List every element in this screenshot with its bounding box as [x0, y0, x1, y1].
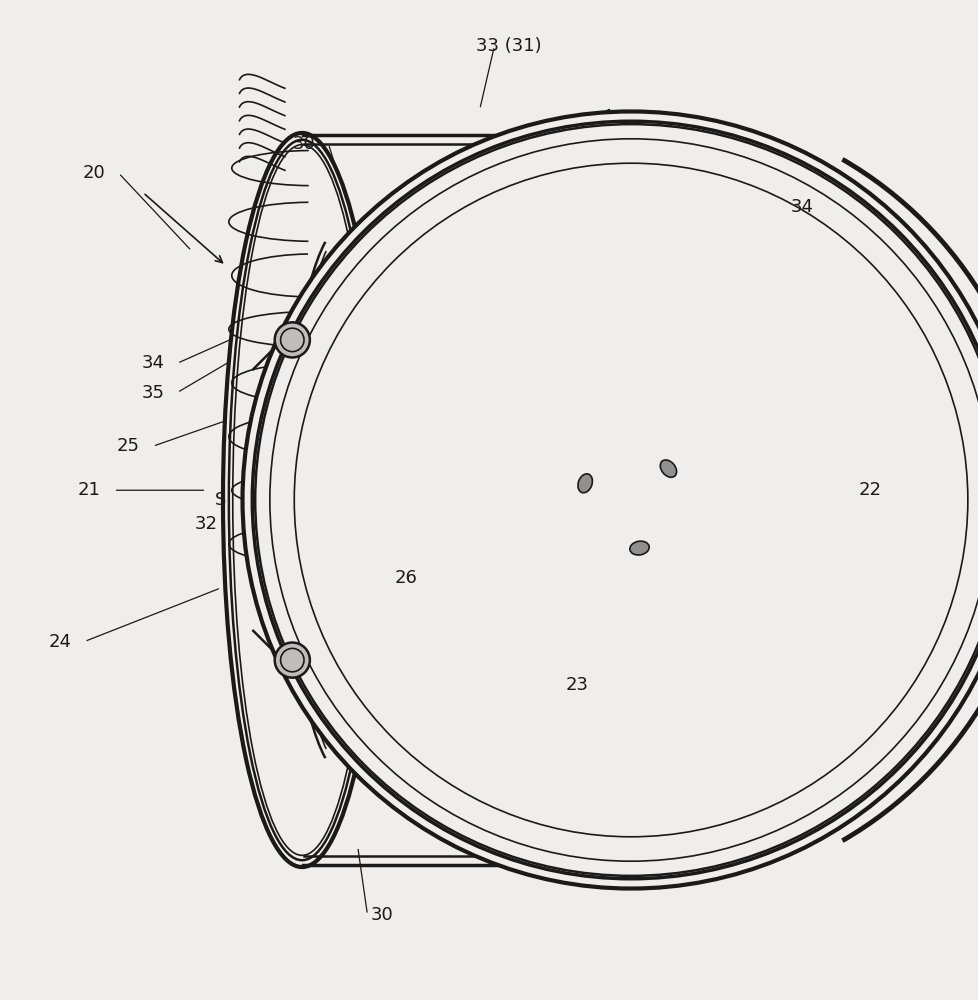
- Ellipse shape: [572, 455, 594, 476]
- Polygon shape: [226, 124, 978, 876]
- Polygon shape: [333, 517, 525, 587]
- Polygon shape: [382, 297, 550, 438]
- Polygon shape: [443, 579, 611, 805]
- Polygon shape: [470, 582, 519, 627]
- Ellipse shape: [255, 124, 978, 876]
- Text: 21: 21: [77, 481, 101, 499]
- Text: 35: 35: [141, 384, 164, 402]
- Text: 32: 32: [195, 515, 218, 533]
- Text: S: S: [215, 491, 227, 509]
- Ellipse shape: [223, 133, 380, 867]
- Ellipse shape: [535, 404, 726, 596]
- Ellipse shape: [572, 524, 594, 545]
- Text: 30: 30: [292, 135, 315, 153]
- Polygon shape: [351, 261, 569, 459]
- Ellipse shape: [599, 430, 679, 546]
- Ellipse shape: [252, 121, 978, 879]
- Ellipse shape: [275, 643, 310, 678]
- Polygon shape: [359, 568, 535, 733]
- Polygon shape: [680, 316, 720, 366]
- Ellipse shape: [659, 460, 676, 477]
- Polygon shape: [431, 443, 480, 486]
- Text: 20: 20: [83, 164, 106, 182]
- Polygon shape: [649, 579, 818, 805]
- Text: 26: 26: [395, 569, 418, 587]
- Text: 34: 34: [141, 354, 164, 372]
- Polygon shape: [711, 297, 878, 438]
- Polygon shape: [723, 496, 946, 626]
- Polygon shape: [610, 199, 651, 390]
- Circle shape: [250, 119, 978, 881]
- Text: 33 (31): 33 (31): [475, 37, 541, 55]
- Polygon shape: [691, 261, 910, 459]
- Ellipse shape: [678, 489, 699, 511]
- Polygon shape: [324, 377, 496, 495]
- Text: 23: 23: [565, 676, 588, 694]
- Text: 22: 22: [858, 481, 881, 499]
- Text: 25: 25: [116, 437, 140, 455]
- Ellipse shape: [638, 434, 659, 455]
- Text: 24: 24: [49, 633, 71, 651]
- Polygon shape: [668, 203, 813, 382]
- Polygon shape: [765, 377, 937, 495]
- Polygon shape: [572, 190, 689, 399]
- Ellipse shape: [275, 322, 310, 357]
- Ellipse shape: [638, 545, 659, 566]
- Polygon shape: [315, 496, 539, 626]
- Polygon shape: [448, 203, 593, 382]
- Polygon shape: [608, 660, 652, 704]
- Text: 30: 30: [371, 906, 393, 924]
- Polygon shape: [741, 582, 790, 627]
- Polygon shape: [780, 443, 829, 486]
- Polygon shape: [726, 568, 902, 733]
- Polygon shape: [573, 644, 688, 807]
- Polygon shape: [481, 596, 590, 780]
- Ellipse shape: [243, 111, 978, 889]
- Text: 34: 34: [789, 198, 813, 216]
- Polygon shape: [542, 316, 581, 366]
- Ellipse shape: [577, 474, 592, 493]
- Polygon shape: [736, 517, 928, 587]
- Ellipse shape: [221, 129, 382, 871]
- Ellipse shape: [629, 541, 648, 555]
- Polygon shape: [671, 596, 779, 780]
